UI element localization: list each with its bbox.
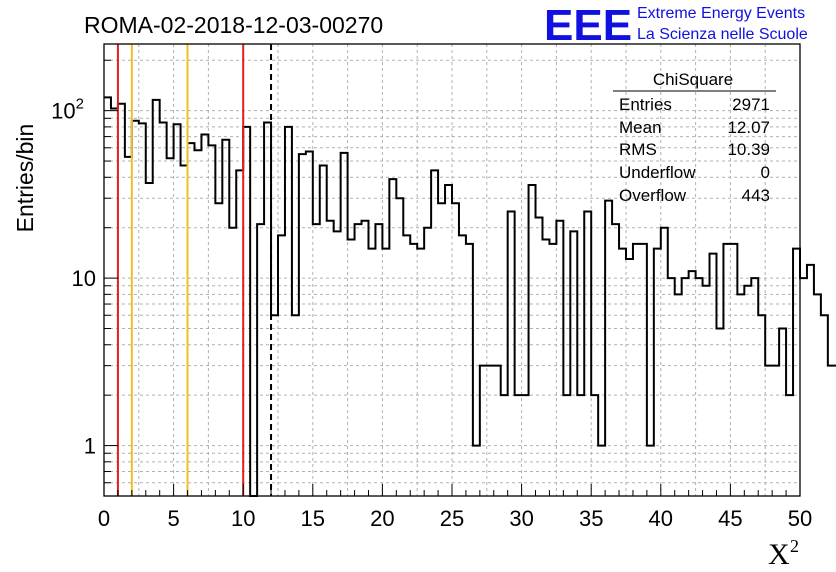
grid [104,44,800,496]
x-tick-label: 10 [231,506,255,531]
stats-value-rms: 10.39 [727,140,770,159]
logo-line-2: La Scienza nelle Scuole [637,26,808,43]
stats-value-underflow: 0 [761,163,770,182]
x-tick-label: 45 [718,506,742,531]
y-tick-label: 1 [84,434,96,459]
stats-box: ChiSquare Entries 2971 Mean 12.07 RMS 10… [613,70,776,205]
stats-label-mean: Mean [619,118,662,137]
x-axis-label-superscript: 2 [790,536,799,556]
x-tick-label: 35 [579,506,603,531]
y-tick-label: 10 [72,266,96,291]
histogram-series [104,96,836,497]
stats-label-overflow: Overflow [619,186,687,205]
y-axis-label: Entries/bin [12,124,38,233]
x-tick-label: 25 [440,506,464,531]
x-tick-label: 15 [301,506,325,531]
x-tick-label: 20 [370,506,394,531]
x-tick-label: 5 [167,506,179,531]
axis-ticks: 0 5 10 15 20 25 30 35 40 45 50 1 10 102 [51,59,812,531]
stats-label-underflow: Underflow [619,163,696,182]
x-axis-label-main: X [768,538,790,571]
stats-label-entries: Entries [619,95,672,114]
logo-mark: EEE [544,1,632,50]
logo-line-1: Extreme Energy Events [637,5,805,22]
x-tick-label: 30 [509,506,533,531]
stats-value-overflow: 443 [742,186,770,205]
x-tick-label: 40 [649,506,673,531]
stats-label-rms: RMS [619,140,657,159]
chart-title: ROMA-02-2018-12-03-00270 [84,12,383,38]
stats-value-entries: 2971 [732,95,770,114]
eee-logo: EEE Extreme Energy Events La Scienza nel… [544,1,808,50]
x-axis-label: X 2 [768,536,799,571]
y-tick-label: 102 [51,96,84,124]
x-tick-label: 50 [788,506,812,531]
marker-lines [116,44,273,496]
stats-title: ChiSquare [653,70,733,89]
histogram-outline [104,96,836,497]
stats-value-mean: 12.07 [727,118,770,137]
x-tick-label: 0 [98,506,110,531]
